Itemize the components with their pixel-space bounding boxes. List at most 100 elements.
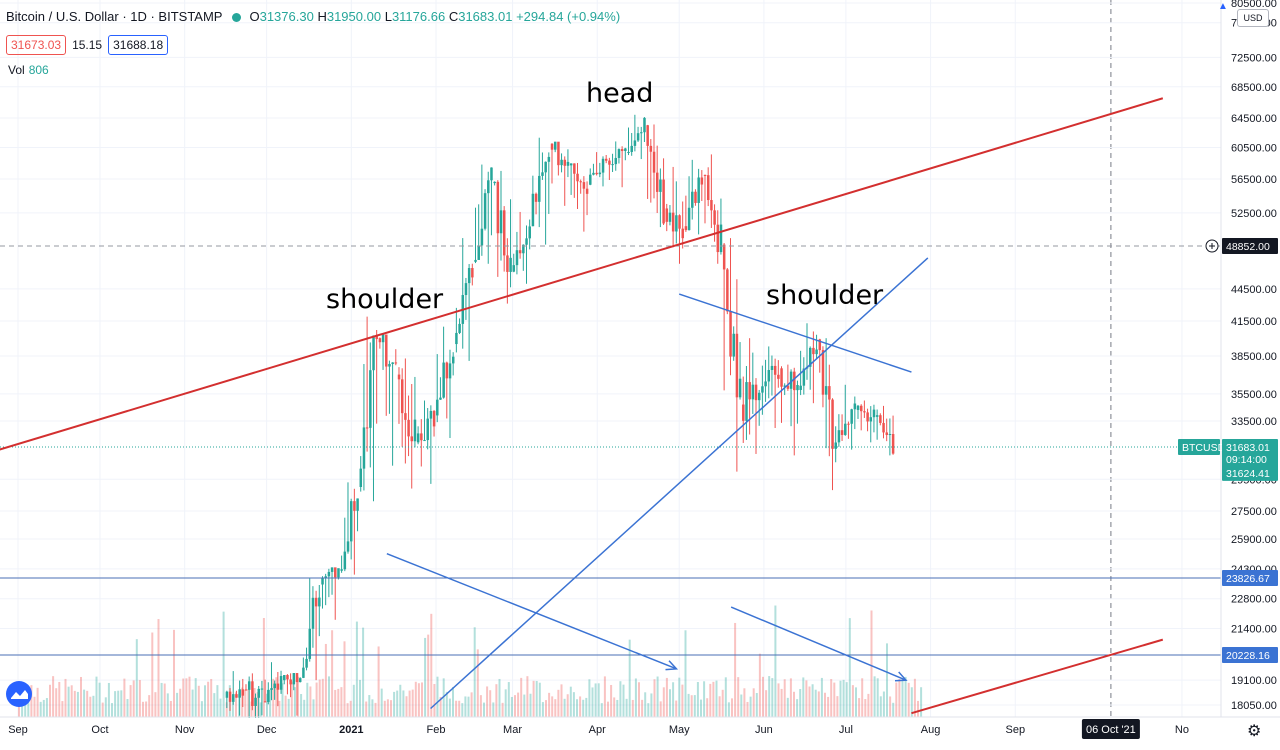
volume-bar <box>758 653 761 717</box>
market-status-icon <box>232 13 242 23</box>
candle-body <box>818 339 822 351</box>
annotation-left-shoulder[interactable]: shoulder <box>326 284 444 315</box>
candle-body <box>372 335 375 371</box>
candle-body <box>888 434 892 436</box>
candle-body <box>235 694 238 698</box>
volume-bar <box>414 681 417 717</box>
volume-bar <box>622 684 625 717</box>
candle-body <box>388 363 391 367</box>
candle-body <box>872 409 876 418</box>
open-value: 31376.30 <box>259 9 314 24</box>
volume-bar <box>207 681 210 717</box>
volume-bar <box>501 702 504 717</box>
volume-bar <box>334 689 337 717</box>
candle-body <box>321 577 324 585</box>
candle-body <box>722 244 726 270</box>
volume-bar <box>684 630 687 717</box>
volume-bar <box>179 688 182 717</box>
y-tick-label: 44500.00 <box>1231 284 1277 296</box>
volume-bar <box>817 691 820 717</box>
volume-bar <box>278 700 281 717</box>
volume-bar <box>151 632 154 717</box>
y-tick-label: 64500.00 <box>1231 113 1277 125</box>
currency-select[interactable]: USD <box>1237 9 1269 27</box>
annotation-right-shoulder[interactable]: shoulder <box>766 280 884 311</box>
volume-bar <box>355 621 358 717</box>
volume-bar <box>452 687 454 717</box>
x-tick-label: Aug <box>921 724 941 736</box>
candle-body <box>292 673 296 685</box>
buy-button[interactable]: 31688.18 <box>108 35 169 55</box>
volume-bar <box>545 700 547 717</box>
volume-bar <box>681 684 684 717</box>
volume-bar <box>86 690 89 717</box>
candle-body <box>429 410 433 419</box>
volume-bar <box>383 700 386 717</box>
arrowhead <box>665 660 679 671</box>
volume-bar <box>870 610 873 717</box>
volume-bar <box>24 701 27 717</box>
candle-body <box>620 149 624 151</box>
candle-body <box>678 215 681 229</box>
candle-body <box>544 161 547 173</box>
candle-body <box>761 386 764 393</box>
symbol-legend: Bitcoin / U.S. Dollar · 1D · BITSTAMP O31… <box>6 9 620 24</box>
candle-body <box>276 683 280 690</box>
volume-bar <box>687 693 690 717</box>
volume-bar <box>160 682 163 717</box>
y-tick-label: 41500.00 <box>1231 316 1277 328</box>
volume-bar <box>89 696 92 717</box>
y-tick-label: 33500.00 <box>1231 416 1277 428</box>
candle-body <box>703 174 707 176</box>
volume-bar <box>746 701 749 717</box>
volume-bar <box>58 681 61 717</box>
candle-body <box>228 691 232 702</box>
sell-button[interactable]: 31673.03 <box>6 35 67 55</box>
candle-body <box>362 427 366 469</box>
gear-icon[interactable]: ⚙ <box>1247 723 1262 740</box>
candle-body <box>863 411 866 413</box>
tradingview-logo-icon[interactable] <box>6 681 32 707</box>
spread-value: 15.15 <box>72 38 103 52</box>
price-label-low-line: 31624.41 <box>1226 468 1270 480</box>
volume-bar <box>560 684 563 717</box>
candle-body <box>308 628 312 659</box>
volume-bar <box>514 695 516 717</box>
volume-bar <box>591 687 594 717</box>
candle-body <box>640 132 643 134</box>
candle-body <box>585 188 589 194</box>
volume-bar <box>92 695 95 717</box>
bell-icon[interactable]: ▲ <box>1218 1 1228 12</box>
volume-bar <box>98 682 101 717</box>
volume-bar <box>700 699 702 717</box>
volume-bar <box>836 696 839 717</box>
candle-body <box>474 259 477 262</box>
y-tick-label: 38500.00 <box>1231 351 1277 363</box>
volume-bar <box>641 699 644 717</box>
volume-bar <box>653 679 656 717</box>
volume-bar <box>135 639 138 717</box>
candle-body <box>493 181 496 184</box>
volume-bar <box>631 699 634 717</box>
candle-body <box>560 159 563 166</box>
volume-bar <box>842 679 845 717</box>
annotation-head[interactable]: head <box>586 78 654 109</box>
candle-body <box>856 405 860 410</box>
candle-body <box>273 683 276 689</box>
symbol-title[interactable]: Bitcoin / U.S. Dollar · 1D · BITSTAMP <box>6 9 223 24</box>
candle-body <box>716 224 720 253</box>
candle-body <box>455 332 458 345</box>
volume-bar <box>337 688 340 717</box>
volume-bar <box>851 685 854 717</box>
volume-bar <box>433 683 436 717</box>
volume-bar <box>448 698 451 717</box>
candle-body <box>260 688 264 690</box>
volume-bar <box>111 703 113 717</box>
volume-bar <box>638 682 640 717</box>
volume-bar <box>49 684 51 717</box>
volume-bar <box>411 689 414 717</box>
candle-body <box>802 368 806 386</box>
volume-bar <box>520 677 523 717</box>
candle-body <box>381 334 385 343</box>
